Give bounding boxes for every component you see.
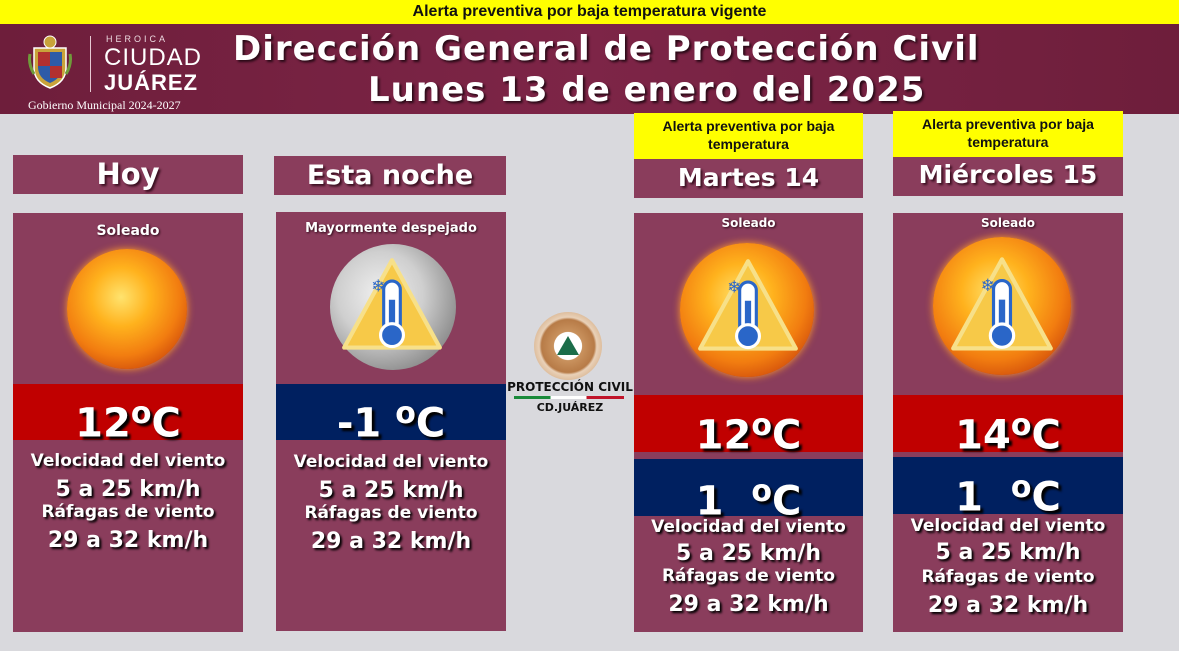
temperature-value: 1 bbox=[955, 474, 983, 521]
temperature-unit: C bbox=[1031, 412, 1061, 459]
wind-speed-label: Velocidad del viento bbox=[910, 516, 1106, 536]
wind-speed-label: Velocidad del viento bbox=[30, 451, 226, 471]
header: HEROICA CIUDAD JUÁREZ Gobierno Municipal… bbox=[0, 24, 1179, 114]
wind-gust-label: Ráfagas de viento bbox=[661, 566, 836, 586]
temperature-unit: C bbox=[1031, 474, 1061, 521]
wind-info: Velocidad del viento 5 a 25 km/h Ráfagas… bbox=[634, 517, 863, 617]
page-title: Dirección General de Protección Civil bbox=[233, 29, 980, 69]
svg-text:❄: ❄ bbox=[727, 277, 741, 296]
day-label-tonight: Esta noche bbox=[274, 156, 506, 195]
temperature-high: 12oC bbox=[13, 384, 243, 447]
forecast-card-tonight: Mayormente despejado ❄ -1 oC Velocidad d… bbox=[276, 212, 506, 631]
temperature-unit: C bbox=[151, 400, 181, 447]
svg-text:❄: ❄ bbox=[981, 275, 995, 295]
logo-divider bbox=[90, 36, 91, 92]
temperature-low: -1 oC bbox=[276, 384, 506, 447]
wind-speed-value: 5 a 25 km/h bbox=[676, 541, 821, 566]
cold-warning-icon: ❄ bbox=[342, 258, 442, 350]
forecast-card-tuesday: Soleado ❄ 12oC 1 oC Velocidad del viento… bbox=[634, 213, 863, 632]
wind-speed-value: 5 a 25 km/h bbox=[935, 540, 1081, 565]
proteccion-civil-logo: PROTECCIÓN CIVIL CD.JUÁREZ bbox=[506, 312, 634, 422]
wind-gust-value: 29 a 32 km/h bbox=[668, 592, 829, 617]
temperature-low: 1 oC bbox=[893, 457, 1123, 521]
svg-text:❄: ❄ bbox=[371, 276, 385, 295]
temperature-high: 14oC bbox=[893, 395, 1123, 459]
wind-gust-label: Ráfagas de viento bbox=[41, 502, 215, 522]
temperature-value: 12 bbox=[75, 400, 131, 447]
page-date: Lunes 13 de enero del 2025 bbox=[368, 70, 926, 110]
wind-speed-label: Velocidad del viento bbox=[651, 517, 846, 537]
day-label-wednesday: Miércoles 15 bbox=[893, 157, 1123, 196]
alert-tag: Alerta preventiva por baja temperatura bbox=[893, 111, 1123, 157]
temperature-high: 12oC bbox=[634, 395, 863, 459]
triangle-icon bbox=[554, 332, 582, 360]
temperature-unit: C bbox=[771, 412, 802, 459]
temperature-value: 12 bbox=[695, 412, 752, 459]
cold-warning-icon: ❄ bbox=[951, 257, 1053, 351]
temperature-unit: C bbox=[415, 400, 446, 447]
forecast-card-wednesday: Soleado ❄ 14oC 1 oC Velocidad del viento… bbox=[893, 213, 1123, 632]
proteccion-civil-name: PROTECCIÓN CIVIL bbox=[507, 380, 633, 394]
condition-label: Mayormente despejado bbox=[305, 221, 477, 236]
logo-juarez: JUÁREZ bbox=[104, 70, 199, 95]
top-alert-banner: Alerta preventiva por baja temperatura v… bbox=[0, 0, 1179, 24]
wind-gust-label: Ráfagas de viento bbox=[304, 503, 478, 523]
wind-speed-value: 5 a 25 km/h bbox=[55, 477, 201, 502]
coat-of-arms-icon bbox=[28, 35, 72, 89]
wind-speed-value: 5 a 25 km/h bbox=[318, 478, 464, 503]
temperature-value: -1 bbox=[336, 400, 382, 447]
wind-gust-label: Ráfagas de viento bbox=[921, 567, 1095, 587]
temperature-low: 1 oC bbox=[634, 459, 863, 525]
proteccion-civil-city: CD.JUÁREZ bbox=[536, 401, 604, 414]
logo-ciudad: CIUDAD bbox=[104, 44, 203, 71]
sun-icon bbox=[67, 249, 187, 369]
condition-label: Soleado bbox=[96, 223, 160, 239]
flag-stripe bbox=[514, 396, 624, 399]
wind-gust-value: 29 a 32 km/h bbox=[310, 529, 472, 554]
wind-info: Velocidad del viento 5 a 25 km/h Ráfagas… bbox=[893, 516, 1123, 618]
forecast-card-today: Soleado 12oC Velocidad del viento 5 a 25… bbox=[13, 213, 243, 632]
temperature-value: 1 bbox=[695, 478, 724, 525]
temperature-value: 14 bbox=[955, 412, 1011, 459]
wind-info: Velocidad del viento 5 a 25 km/h Ráfagas… bbox=[276, 452, 506, 554]
condition-label: Soleado bbox=[980, 216, 1036, 230]
wind-gust-value: 29 a 32 km/h bbox=[47, 528, 209, 553]
day-label-tuesday: Martes 14 bbox=[634, 159, 863, 198]
logo-heroica: HEROICA bbox=[106, 34, 169, 44]
wind-speed-label: Velocidad del viento bbox=[293, 452, 489, 472]
logo-gobierno: Gobierno Municipal 2024-2027 bbox=[28, 98, 181, 112]
wind-gust-value: 29 a 32 km/h bbox=[927, 593, 1089, 618]
temperature-unit: C bbox=[771, 478, 802, 525]
ciudad-juarez-logo: HEROICA CIUDAD JUÁREZ Gobierno Municipal… bbox=[18, 30, 218, 112]
day-label-today: Hoy bbox=[13, 155, 243, 194]
cold-warning-icon: ❄ bbox=[698, 259, 798, 351]
condition-label: Soleado bbox=[721, 216, 776, 230]
wind-info: Velocidad del viento 5 a 25 km/h Ráfagas… bbox=[13, 451, 243, 553]
alert-tag: Alerta preventiva por baja temperatura bbox=[634, 113, 863, 159]
